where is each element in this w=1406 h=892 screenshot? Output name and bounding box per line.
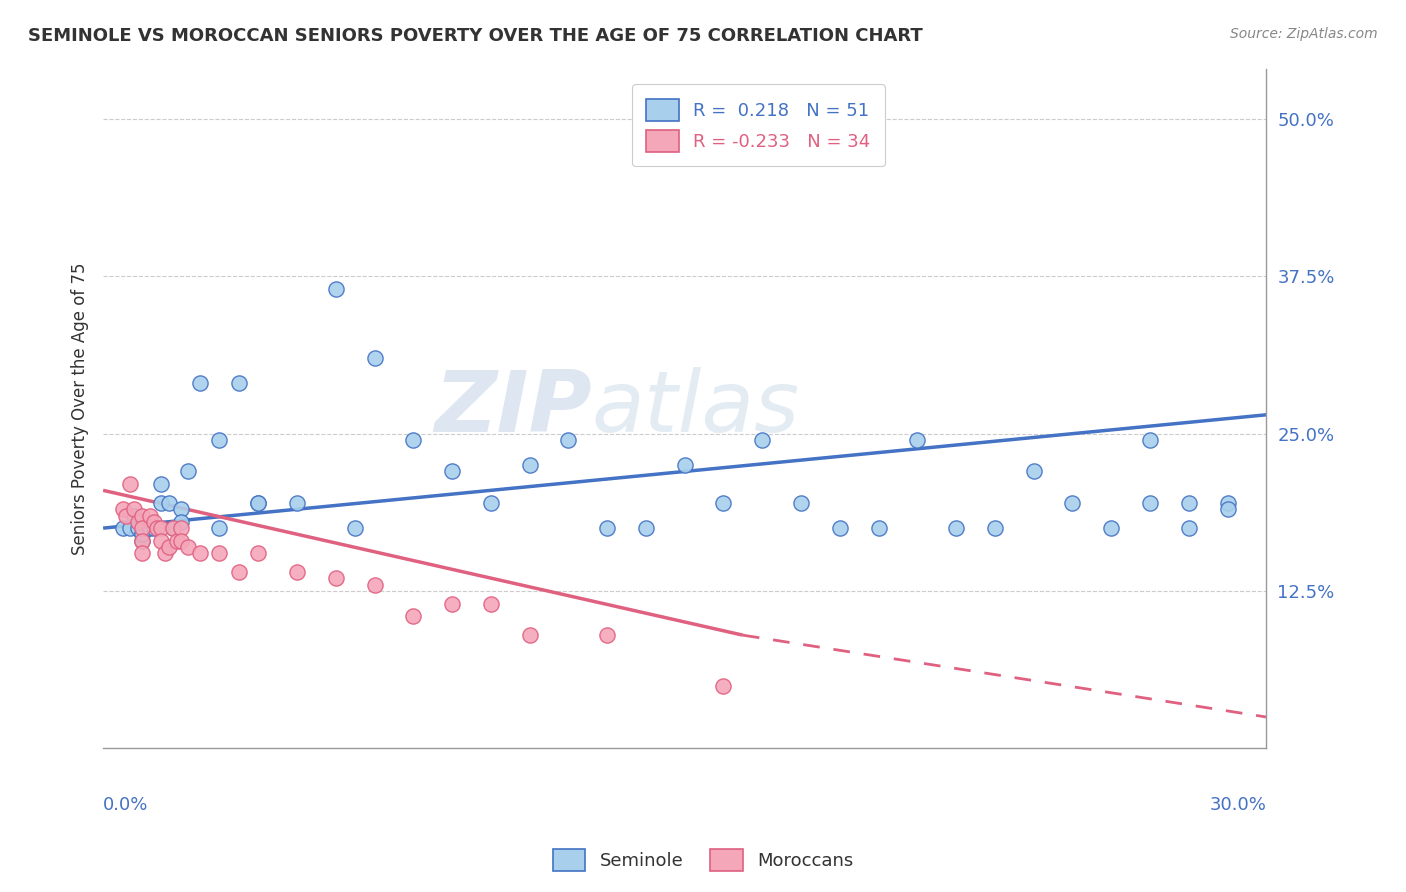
Point xyxy=(247,496,270,510)
Point xyxy=(208,521,231,535)
Point xyxy=(1062,496,1084,510)
Point xyxy=(1177,496,1199,510)
Point xyxy=(157,540,180,554)
Point xyxy=(402,433,425,447)
Point xyxy=(479,597,502,611)
Point xyxy=(177,540,200,554)
Point xyxy=(157,496,180,510)
Point xyxy=(247,546,270,560)
Point xyxy=(208,546,231,560)
Point xyxy=(984,521,1007,535)
Point xyxy=(285,496,308,510)
Point xyxy=(1139,496,1161,510)
Point xyxy=(325,282,347,296)
Point xyxy=(713,679,735,693)
Point xyxy=(170,502,193,516)
Point xyxy=(751,433,773,447)
Point xyxy=(111,502,134,516)
Point xyxy=(111,521,134,535)
Point xyxy=(166,533,188,548)
Point xyxy=(557,433,579,447)
Point xyxy=(596,628,619,642)
Point xyxy=(177,465,200,479)
Point xyxy=(162,521,184,535)
Point xyxy=(905,433,928,447)
Y-axis label: Seniors Poverty Over the Age of 75: Seniors Poverty Over the Age of 75 xyxy=(72,262,89,555)
Point xyxy=(1099,521,1122,535)
Point xyxy=(1216,496,1239,510)
Point xyxy=(131,508,153,523)
Point xyxy=(208,433,231,447)
Point xyxy=(441,465,464,479)
Point xyxy=(828,521,851,535)
Text: 0.0%: 0.0% xyxy=(103,796,149,814)
Point xyxy=(479,496,502,510)
Point xyxy=(1139,433,1161,447)
Point xyxy=(634,521,657,535)
Point xyxy=(228,376,250,391)
Point xyxy=(247,496,270,510)
Point xyxy=(131,533,153,548)
Point xyxy=(150,496,173,510)
Point xyxy=(228,565,250,579)
Point xyxy=(188,376,211,391)
Point xyxy=(142,521,165,535)
Point xyxy=(596,521,619,535)
Point xyxy=(325,572,347,586)
Text: SEMINOLE VS MOROCCAN SENIORS POVERTY OVER THE AGE OF 75 CORRELATION CHART: SEMINOLE VS MOROCCAN SENIORS POVERTY OVE… xyxy=(28,27,922,45)
Point xyxy=(131,521,153,535)
Text: ZIP: ZIP xyxy=(434,367,592,450)
Point xyxy=(363,578,385,592)
Legend: R =  0.218   N = 51, R = -0.233   N = 34: R = 0.218 N = 51, R = -0.233 N = 34 xyxy=(631,85,884,166)
Point xyxy=(1177,521,1199,535)
Point xyxy=(131,527,153,541)
Point xyxy=(1216,502,1239,516)
Point xyxy=(131,533,153,548)
Point xyxy=(150,533,173,548)
Point xyxy=(131,527,153,541)
Text: atlas: atlas xyxy=(592,367,800,450)
Point xyxy=(122,508,145,523)
Point xyxy=(713,496,735,510)
Legend: Seminole, Moroccans: Seminole, Moroccans xyxy=(546,842,860,879)
Text: 30.0%: 30.0% xyxy=(1209,796,1267,814)
Point xyxy=(138,521,160,535)
Point xyxy=(127,515,149,529)
Point xyxy=(519,458,541,472)
Point xyxy=(519,628,541,642)
Point xyxy=(150,521,173,535)
Point xyxy=(402,609,425,624)
Point xyxy=(120,477,142,491)
Point xyxy=(441,597,464,611)
Point xyxy=(170,521,193,535)
Point xyxy=(344,521,367,535)
Point xyxy=(188,546,211,560)
Point xyxy=(363,351,385,365)
Point xyxy=(146,521,169,535)
Point xyxy=(115,508,138,523)
Point xyxy=(131,546,153,560)
Point xyxy=(122,502,145,516)
Point xyxy=(170,533,193,548)
Point xyxy=(142,515,165,529)
Point xyxy=(138,508,160,523)
Point xyxy=(945,521,967,535)
Text: Source: ZipAtlas.com: Source: ZipAtlas.com xyxy=(1230,27,1378,41)
Point xyxy=(153,546,176,560)
Point xyxy=(162,521,184,535)
Point xyxy=(285,565,308,579)
Point xyxy=(1022,465,1045,479)
Point xyxy=(150,477,173,491)
Point xyxy=(673,458,696,472)
Point xyxy=(170,515,193,529)
Point xyxy=(120,521,142,535)
Point xyxy=(868,521,890,535)
Point xyxy=(127,521,149,535)
Point xyxy=(790,496,813,510)
